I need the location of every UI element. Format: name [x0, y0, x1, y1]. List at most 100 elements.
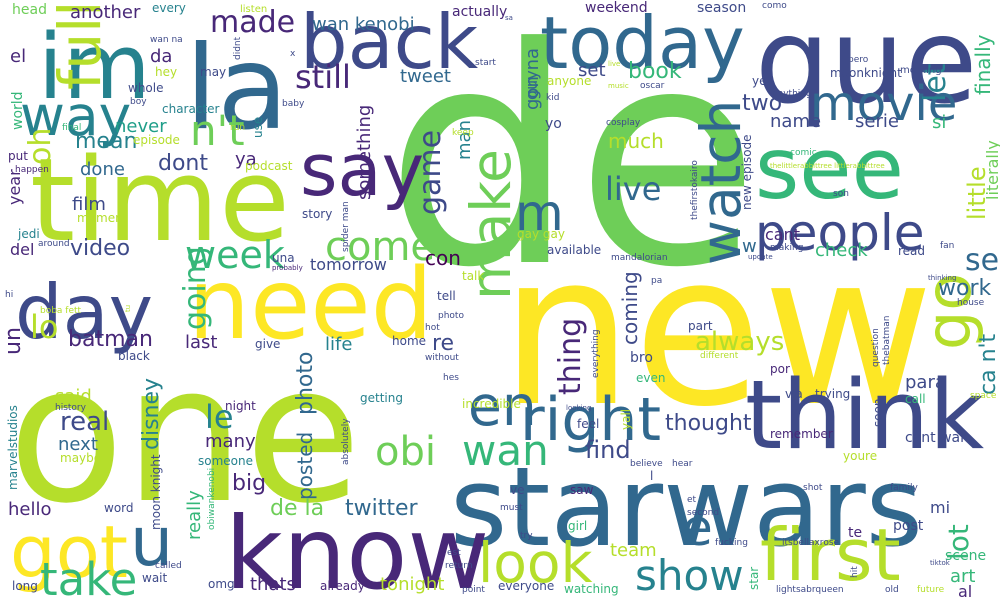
cloud-word: mean	[75, 129, 137, 154]
cloud-word: hey	[155, 65, 177, 79]
cloud-word: art	[950, 566, 976, 587]
cloud-word: fucking	[715, 538, 748, 548]
cloud-word: en	[468, 374, 537, 438]
cloud-word: ca n't	[976, 333, 1000, 395]
cloud-word: time	[30, 134, 290, 268]
cloud-word: dont	[158, 151, 208, 176]
cloud-word: al	[958, 582, 972, 600]
cloud-word: tu	[124, 305, 132, 312]
cloud-word: obi	[375, 429, 436, 475]
cloud-word: let	[918, 63, 953, 102]
cloud-word: yet	[752, 74, 771, 88]
cloud-word: different	[700, 351, 739, 361]
cloud-word: everything	[591, 329, 601, 378]
cloud-word: hello	[8, 499, 52, 520]
cloud-word: video	[70, 236, 130, 261]
cloud-word: son	[833, 189, 849, 199]
cloud-word: music	[608, 82, 629, 90]
cloud-word: anyone	[547, 74, 591, 88]
cloud-word: para	[905, 372, 946, 393]
cloud-word: girl	[568, 519, 587, 533]
cloud-word: e	[682, 499, 713, 557]
cloud-word: m	[515, 184, 564, 242]
cloud-word: thebatman	[882, 315, 892, 365]
cloud-word: por	[770, 362, 790, 376]
cloud-word: tell	[437, 289, 456, 303]
cloud-word: hi	[5, 290, 13, 300]
cloud-word: le	[205, 398, 234, 436]
cloud-word: tonight	[380, 574, 444, 595]
cloud-word: lot	[942, 524, 975, 560]
cloud-word: always	[695, 327, 784, 357]
cloud-word: try	[520, 531, 533, 541]
cloud-word: black	[118, 349, 150, 363]
cloud-word: team	[610, 540, 657, 561]
cloud-word: start	[475, 58, 496, 68]
cloud-word: ya	[235, 149, 257, 170]
cloud-word: thing	[553, 318, 588, 395]
cloud-word: house	[957, 298, 985, 308]
cloud-word: via	[785, 387, 803, 401]
cloud-word: comic	[790, 148, 817, 158]
cloud-word: making	[770, 243, 803, 253]
cloud-word: point	[462, 585, 485, 595]
cloud-word: world	[10, 91, 26, 130]
cloud-word: family	[890, 483, 918, 493]
cloud-word: whole	[128, 81, 163, 95]
cloud-word: without	[425, 353, 459, 363]
cloud-word: moon knight	[149, 454, 163, 530]
cloud-word: starwars	[450, 443, 923, 571]
cloud-word: give	[255, 337, 280, 351]
cloud-word: make	[459, 149, 523, 300]
cloud-word: batman	[68, 327, 153, 352]
cloud-word: go	[912, 273, 985, 350]
cloud-word: run	[230, 123, 245, 133]
cloud-word: oh	[23, 128, 58, 165]
cloud-word: cant wait	[905, 430, 970, 446]
cloud-word: still	[295, 58, 351, 96]
cloud-word: fan	[940, 241, 954, 251]
cloud-word: story	[302, 207, 332, 221]
cloud-word: de la	[270, 496, 324, 521]
cloud-word: actually	[452, 4, 507, 20]
cloud-word: tweet	[400, 66, 451, 87]
cloud-word: happen	[15, 165, 49, 175]
cloud-word: set	[578, 60, 606, 81]
cloud-word: serie	[855, 111, 899, 132]
cloud-word: life	[325, 334, 352, 355]
cloud-word: gon na	[522, 48, 543, 110]
cloud-word: star	[747, 567, 761, 590]
cloud-word: name	[770, 111, 821, 132]
cloud-word: season	[697, 0, 746, 16]
cloud-word: morning	[900, 65, 942, 76]
cloud-word: keep	[452, 128, 474, 138]
cloud-word: put	[8, 149, 28, 163]
cloud-word: game	[413, 130, 448, 215]
cloud-word: think	[745, 361, 984, 471]
cloud-word: final	[62, 123, 81, 133]
cloud-word: incredible	[462, 397, 521, 411]
cloud-word: head	[12, 2, 47, 18]
cloud-word: man	[454, 120, 475, 160]
cloud-word: posted	[293, 432, 317, 500]
cloud-word: weekend	[585, 0, 648, 16]
cloud-word: done	[80, 159, 125, 180]
cloud-word: im	[38, 15, 151, 120]
cloud-word: show	[635, 551, 744, 600]
cloud-word: mandalorian	[611, 253, 668, 263]
cloud-word: someone	[198, 454, 253, 468]
cloud-word: el	[10, 46, 26, 67]
cloud-word: word	[104, 501, 134, 515]
cloud-word: gay gay	[517, 227, 565, 241]
cloud-word: work	[938, 276, 991, 301]
cloud-word: shot	[803, 483, 823, 493]
cloud-word: kid	[546, 93, 559, 103]
cloud-word: big	[232, 471, 266, 496]
cloud-word: said	[55, 386, 92, 407]
cloud-word: como	[762, 1, 787, 11]
cloud-word: people	[755, 204, 924, 262]
cloud-word: u	[130, 503, 173, 582]
cloud-word: thinking	[928, 274, 956, 282]
cloud-word: watching	[564, 582, 619, 596]
